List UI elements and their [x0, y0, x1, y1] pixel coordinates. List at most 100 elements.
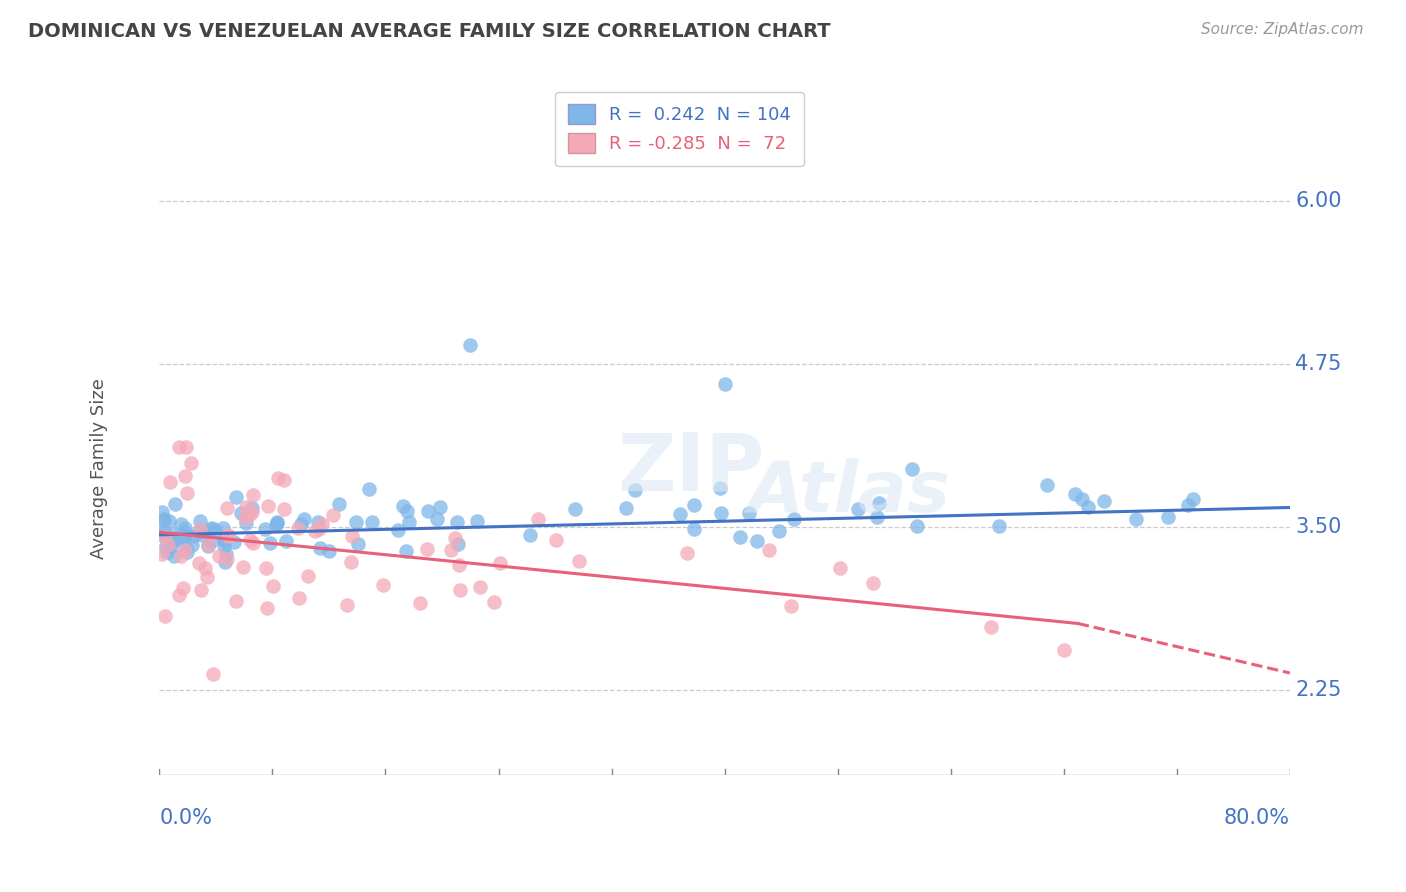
Point: [745, 534, 768, 549]
Point: [489, 556, 512, 570]
Point: [159, 475, 181, 489]
Point: [217, 528, 239, 542]
Text: 3.50: 3.50: [1295, 517, 1341, 537]
Legend: R =  0.242  N = 104, R = -0.285  N =  72: R = 0.242 N = 104, R = -0.285 N = 72: [555, 92, 804, 166]
Point: [676, 546, 699, 560]
Point: [163, 534, 186, 549]
Point: [233, 510, 256, 524]
Point: [162, 533, 184, 547]
Point: [165, 497, 187, 511]
Point: [519, 527, 541, 541]
Point: [980, 620, 1002, 634]
Point: [201, 521, 224, 535]
Point: [470, 580, 492, 594]
Point: [264, 518, 287, 533]
Point: [682, 522, 704, 536]
Point: [156, 544, 179, 558]
Point: [242, 500, 264, 515]
Point: [905, 518, 928, 533]
Point: [1092, 494, 1115, 508]
Point: [156, 538, 179, 552]
Text: 80.0%: 80.0%: [1223, 808, 1289, 829]
Point: [180, 538, 202, 552]
Point: [297, 569, 319, 583]
Point: [346, 537, 368, 551]
Point: [259, 536, 281, 550]
Point: [465, 514, 488, 528]
Point: [387, 523, 409, 537]
Point: [568, 554, 591, 568]
Point: [336, 598, 359, 612]
Point: [163, 531, 186, 545]
Point: [546, 533, 568, 547]
Point: [180, 456, 202, 470]
Text: ZIP: ZIP: [617, 429, 765, 508]
Point: [1125, 512, 1147, 526]
Point: [328, 497, 350, 511]
Point: [846, 501, 869, 516]
Point: [444, 531, 467, 545]
Point: [862, 576, 884, 591]
Point: [217, 529, 239, 543]
Point: [222, 535, 245, 549]
Point: [165, 531, 187, 545]
Point: [395, 543, 418, 558]
Point: [713, 376, 735, 391]
Text: DOMINICAN VS VENEZUELAN AVERAGE FAMILY SIZE CORRELATION CHART: DOMINICAN VS VENEZUELAN AVERAGE FAMILY S…: [28, 22, 831, 41]
Text: Average Family Size: Average Family Size: [90, 378, 108, 558]
Point: [614, 500, 637, 515]
Point: [710, 507, 733, 521]
Point: [274, 533, 297, 548]
Point: [866, 510, 889, 524]
Point: [254, 560, 277, 574]
Point: [398, 516, 420, 530]
Point: [215, 547, 238, 561]
Point: [239, 533, 262, 547]
Point: [440, 543, 463, 558]
Point: [624, 483, 647, 498]
Point: [157, 514, 180, 528]
Point: [256, 500, 278, 514]
Point: [668, 507, 690, 521]
Point: [215, 551, 238, 566]
Point: [458, 337, 481, 351]
Point: [188, 525, 211, 540]
Point: [174, 543, 197, 558]
Point: [416, 504, 439, 518]
Point: [304, 524, 326, 538]
Point: [340, 529, 363, 543]
Point: [828, 561, 851, 575]
Point: [176, 486, 198, 500]
Point: [273, 501, 295, 516]
Point: [212, 539, 235, 553]
Text: Atlas: Atlas: [748, 458, 950, 527]
Point: [225, 594, 247, 608]
Point: [758, 542, 780, 557]
Point: [426, 512, 449, 526]
Point: [311, 516, 333, 531]
Point: [728, 531, 751, 545]
Text: 2.25: 2.25: [1295, 680, 1341, 700]
Point: [290, 517, 312, 532]
Point: [174, 526, 197, 541]
Point: [150, 504, 173, 518]
Point: [449, 558, 471, 572]
Point: [1064, 487, 1087, 501]
Point: [229, 506, 252, 520]
Point: [988, 519, 1011, 533]
Point: [1181, 492, 1204, 507]
Point: [359, 482, 381, 496]
Point: [1076, 500, 1098, 514]
Point: [174, 440, 197, 454]
Point: [242, 535, 264, 549]
Point: [215, 501, 238, 516]
Point: [197, 538, 219, 552]
Point: [174, 541, 197, 556]
Point: [173, 529, 195, 543]
Point: [150, 547, 173, 561]
Point: [287, 521, 309, 535]
Text: Source: ZipAtlas.com: Source: ZipAtlas.com: [1201, 22, 1364, 37]
Point: [242, 487, 264, 501]
Point: [195, 570, 218, 584]
Point: [152, 527, 174, 541]
